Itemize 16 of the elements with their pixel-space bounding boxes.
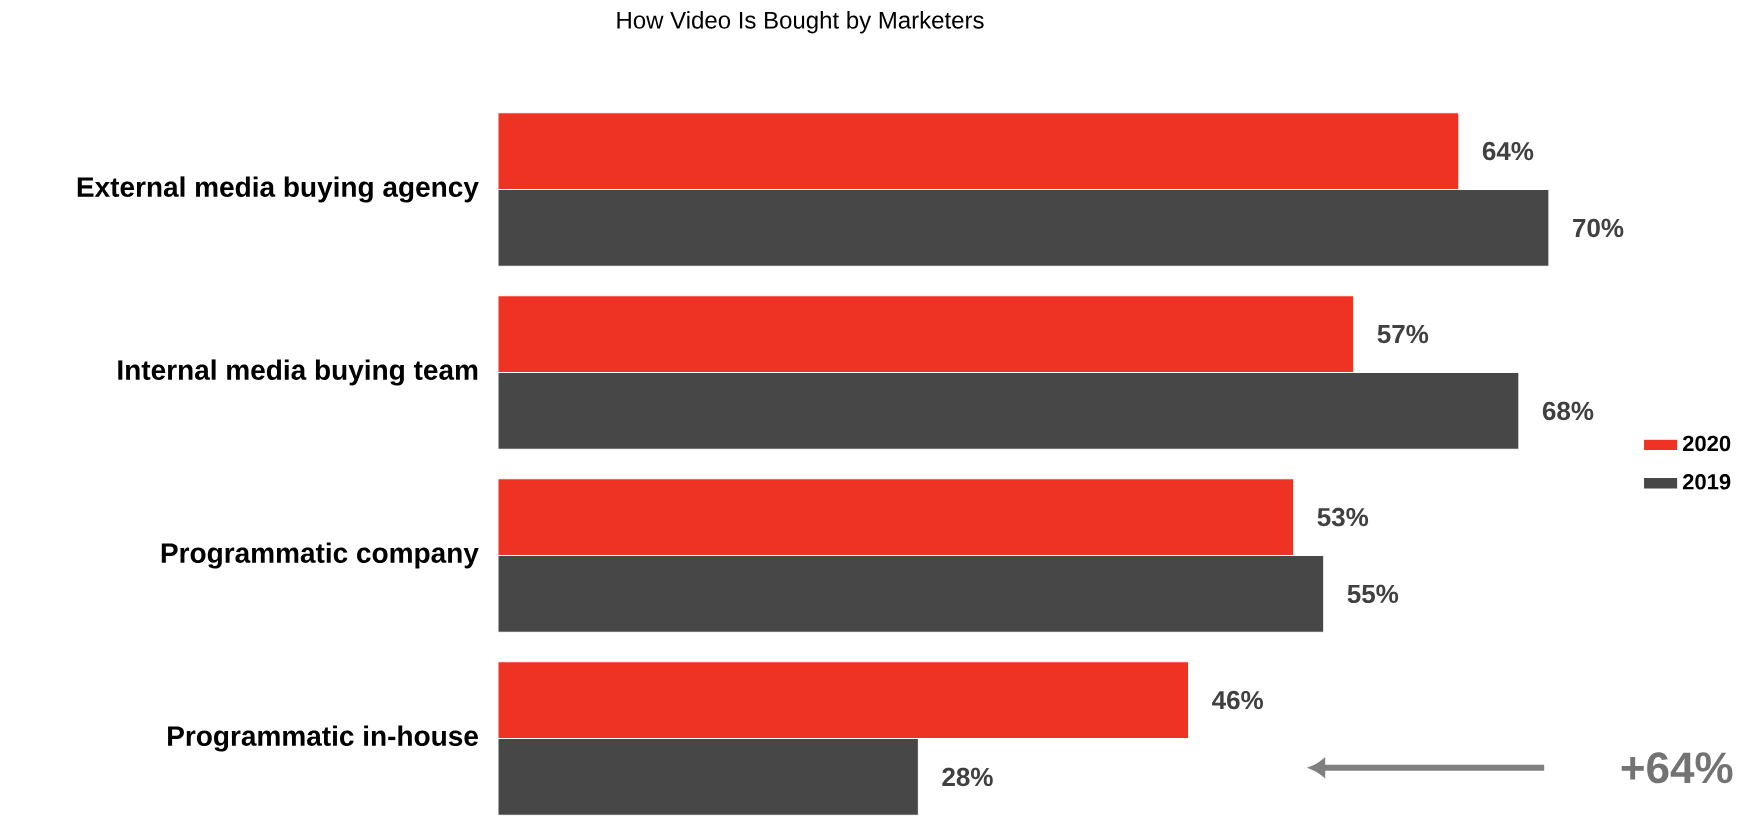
data-label: 70% <box>1573 218 1624 238</box>
data-label: 57% <box>1377 324 1429 344</box>
chart-title: How Video Is Bought by Marketers <box>617 11 984 34</box>
data-label: 53% <box>1317 507 1369 527</box>
data-label: 64% <box>1482 141 1534 161</box>
legend-label: 2019 <box>1682 474 1731 490</box>
y-tick-label: Programmatic in-house <box>168 725 478 752</box>
text: +64% <box>1621 752 1733 784</box>
data-label: 55% <box>1347 584 1399 604</box>
legend-label: 2020 <box>1682 435 1731 452</box>
data-label: 68% <box>1542 401 1594 421</box>
y-tick-label: Internal media buying team <box>118 359 478 386</box>
data-label: 46% <box>1212 690 1263 710</box>
data-label: 28% <box>942 767 993 787</box>
y-tick-label: Programmatic company <box>161 542 479 569</box>
y-tick-label: External media buying agency <box>77 176 479 203</box>
